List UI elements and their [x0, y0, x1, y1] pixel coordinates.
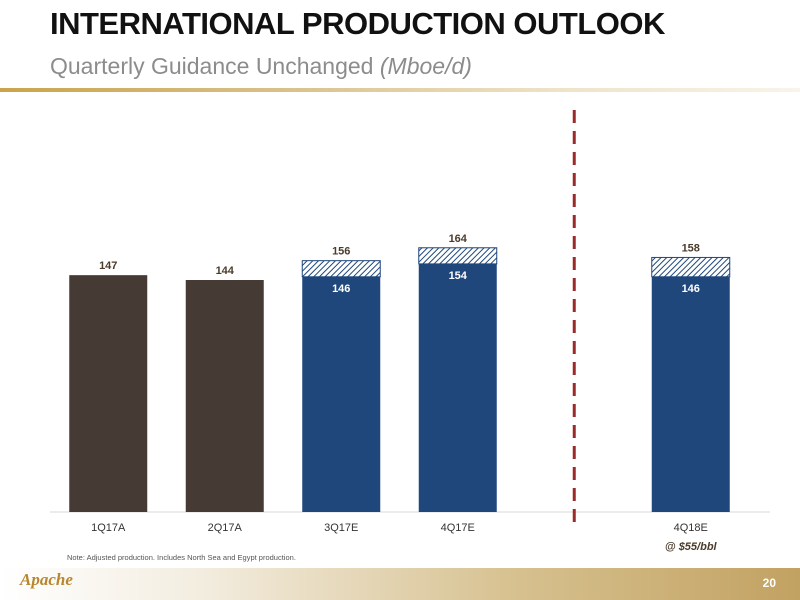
page-title: INTERNATIONAL PRODUCTION OUTLOOK: [50, 6, 665, 41]
bar-upside-hatched: [301, 260, 381, 278]
inner-value-label: 146: [682, 283, 700, 295]
total-value-label: 164: [449, 233, 468, 245]
total-value-label: 144: [216, 265, 235, 277]
subtitle-text: Quarterly Guidance Unchanged: [50, 53, 374, 79]
page-subtitle: Quarterly Guidance Unchanged (Mboe/d): [50, 53, 472, 80]
footer-bar: [0, 568, 800, 600]
header-divider: [0, 88, 800, 92]
footnote: Note: Adjusted production. Includes Nort…: [67, 553, 296, 562]
subtitle-unit: (Mboe/d): [379, 53, 472, 79]
x-tick-label: 4Q18E: [674, 522, 708, 534]
bar-estimate: [418, 263, 497, 512]
production-bar-chart: 147 1Q17A 144 2Q17A 156 146 3Q17E 164 154 4Q17E 15…: [50, 110, 770, 553]
x-tick-label: 1Q17A: [91, 522, 126, 534]
apache-logo: Apache: [20, 570, 73, 589]
bar-estimate: [302, 276, 381, 512]
bar-upside-hatched: [418, 247, 498, 265]
x-tick-label: 3Q17E: [324, 522, 358, 534]
labels-group: 147 1Q17A 144 2Q17A 156 146 3Q17E 164 154 4Q17E 15…: [91, 233, 717, 553]
inner-value-label: 146: [332, 283, 350, 295]
total-value-label: 156: [332, 246, 350, 258]
x-tick-label: 4Q17E: [441, 522, 475, 534]
bar-estimate: [651, 276, 730, 512]
page-number: 20: [762, 576, 776, 590]
inner-value-label: 154: [449, 270, 468, 282]
bars-group: [69, 247, 731, 512]
total-value-label: 147: [99, 260, 117, 272]
total-value-label: 158: [682, 242, 700, 254]
x-tick-sublabel: @ $55/bbl: [665, 541, 718, 553]
bar-upside-hatched: [651, 256, 731, 278]
bar-actual: [185, 280, 264, 512]
x-tick-label: 2Q17A: [208, 522, 243, 534]
bar-actual: [69, 275, 148, 512]
